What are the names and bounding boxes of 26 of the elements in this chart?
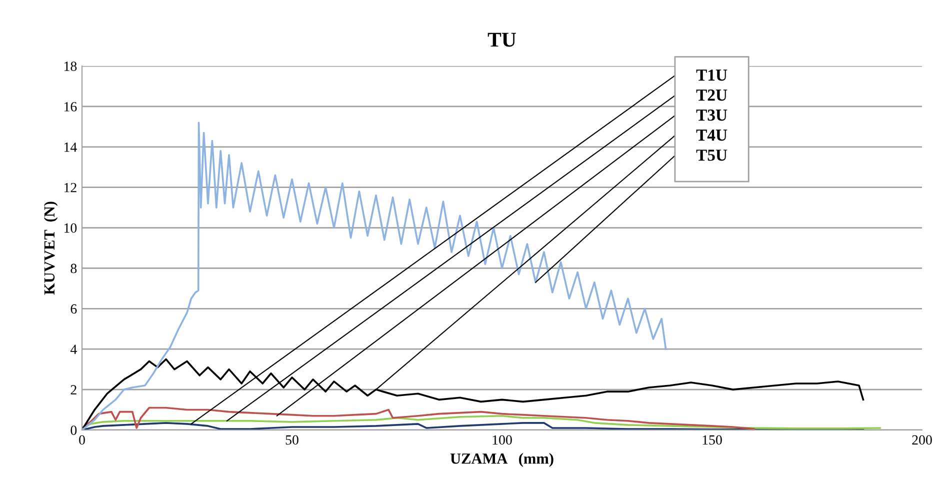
annotation: T5U bbox=[696, 150, 728, 161]
chart-title: TU bbox=[488, 32, 516, 47]
x-tick-label: 100 bbox=[492, 435, 512, 445]
annotation: T4U bbox=[696, 130, 728, 141]
annotation: T3U bbox=[696, 110, 728, 121]
y-axis-title: KUVVET (N) bbox=[44, 202, 58, 295]
y-tick-label: 18 bbox=[64, 62, 77, 71]
y-tick-label: 16 bbox=[64, 102, 77, 112]
y-tick-label: 2 bbox=[70, 385, 76, 394]
y-tick-label: 14 bbox=[64, 142, 77, 152]
x-tick-label: 0 bbox=[79, 435, 85, 445]
y-tick-label: 4 bbox=[70, 344, 77, 354]
y-tick-label: 10 bbox=[64, 223, 77, 233]
line-series bbox=[82, 406, 755, 430]
y-tick-label: 0 bbox=[70, 426, 77, 435]
y-tick-label: 12 bbox=[64, 182, 76, 192]
y-tick-label: 8 bbox=[70, 264, 77, 274]
line-series bbox=[82, 122, 667, 430]
y-tick-label: 6 bbox=[70, 304, 77, 314]
annotation: T1U bbox=[696, 70, 728, 81]
x-tick-label: 200 bbox=[912, 435, 932, 445]
x-tick-label: 50 bbox=[286, 435, 298, 445]
annotation: T2U bbox=[696, 90, 728, 101]
line-series bbox=[82, 422, 864, 430]
x-tick-label: 150 bbox=[702, 435, 722, 445]
x-axis-title: UZAMA (mm) bbox=[450, 453, 554, 467]
